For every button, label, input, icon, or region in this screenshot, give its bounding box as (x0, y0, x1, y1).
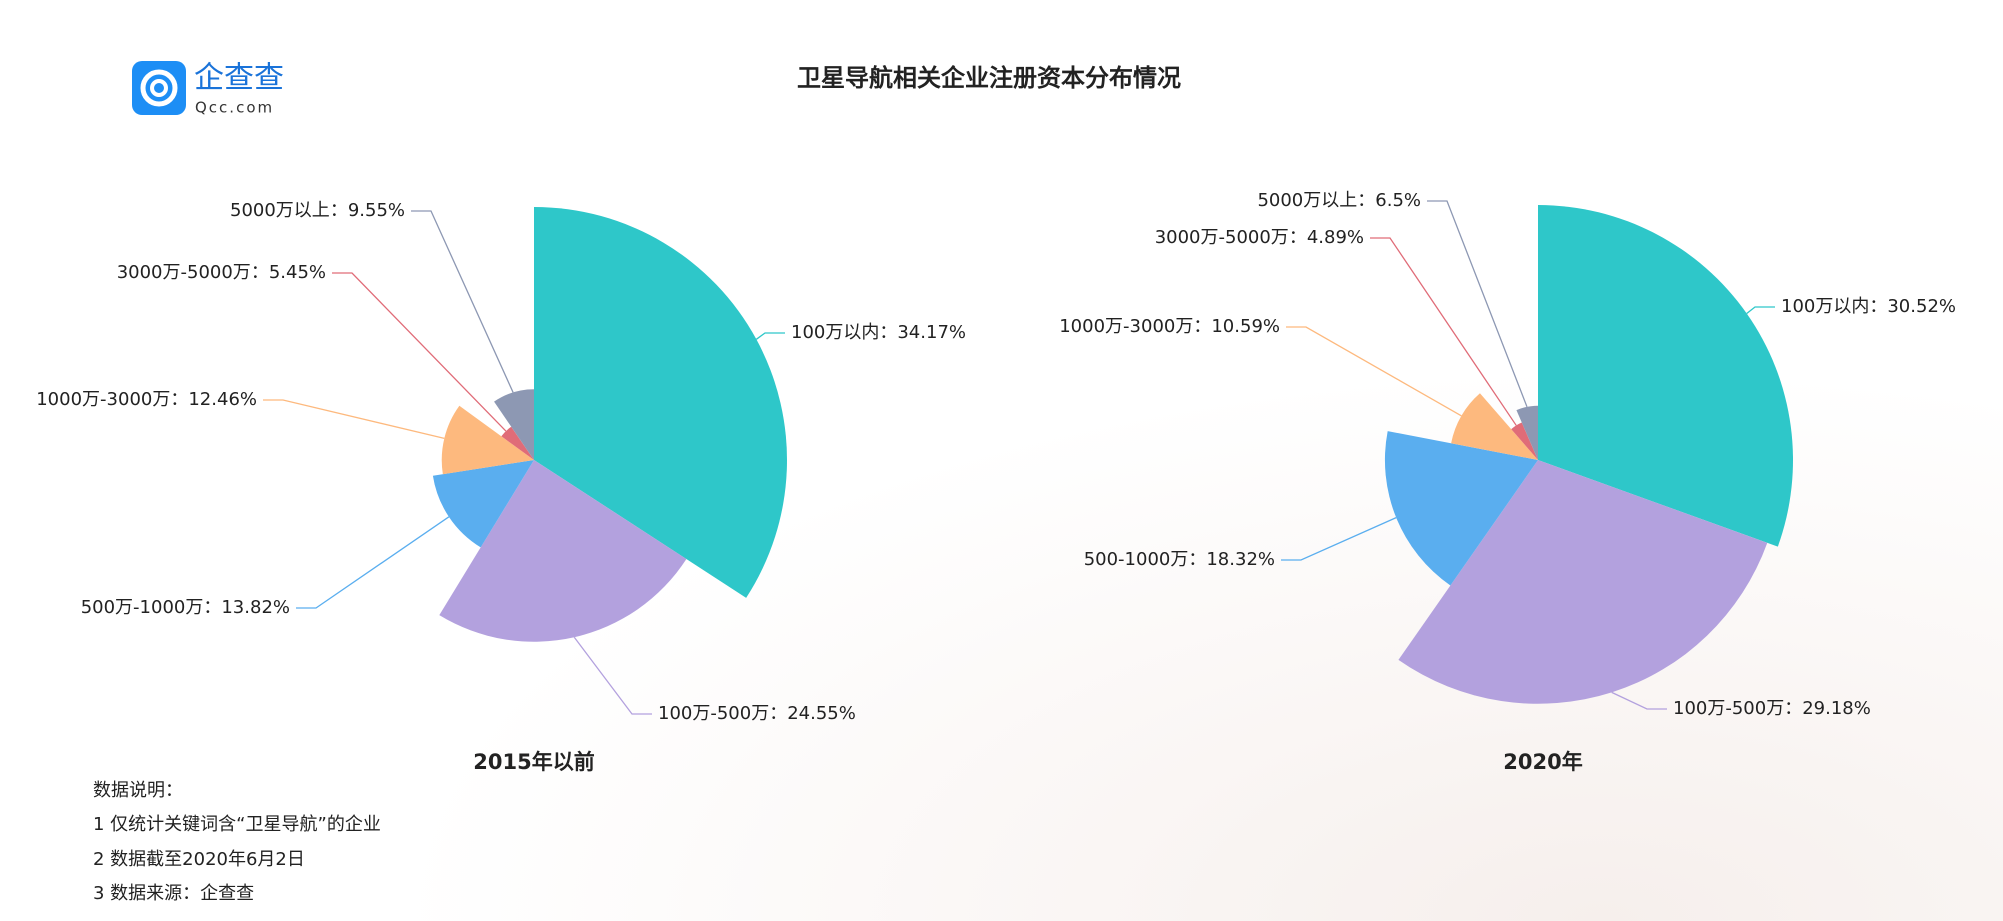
leader-line (755, 332, 785, 340)
label-value: 13.82% (221, 597, 290, 618)
label-category: 100万以内 (791, 322, 879, 343)
data-label: 500万-1000万：13.82% (81, 597, 290, 618)
label-category: 500万-1000万 (81, 597, 204, 618)
label-category: 100万-500万 (658, 703, 769, 724)
logo-name: 企查查 (194, 61, 284, 96)
label-value: 9.55% (348, 200, 405, 221)
note-line: 2 数据截至2020年6月2日 (93, 849, 305, 870)
data-label: 500-1000万：18.32% (1084, 549, 1275, 570)
chart-title: 2020年 (1503, 750, 1582, 774)
label-separator: ： (203, 597, 221, 618)
label-separator: ： (1289, 227, 1307, 248)
logo-icon (132, 61, 186, 115)
label-category: 3000万-5000万 (117, 262, 251, 283)
label-separator: ： (330, 200, 348, 221)
label-category: 100万-500万 (1673, 698, 1784, 719)
label-separator: ： (1869, 296, 1887, 317)
rose-slice (501, 426, 534, 460)
label-category: 100万以内 (1781, 296, 1869, 317)
label-separator: ： (1193, 316, 1211, 337)
leader-line (1370, 237, 1517, 426)
note-line: 3 数据来源：企查查 (93, 883, 254, 904)
label-value: 10.59% (1211, 316, 1280, 337)
label-value: 5.45% (269, 262, 326, 283)
rose-slice (1384, 431, 1538, 586)
label-separator: ： (1357, 190, 1375, 211)
label-value: 34.17% (897, 322, 966, 343)
rose-slice (534, 207, 787, 598)
logo-domain: Qcc.com (195, 99, 274, 117)
label-separator: ： (170, 389, 188, 410)
logo-ring (150, 79, 168, 97)
label-separator: ： (769, 703, 787, 724)
rose-slice (1398, 460, 1768, 704)
label-value: 30.52% (1887, 296, 1956, 317)
label-category: 3000万-5000万 (1155, 227, 1289, 248)
rose-slice (494, 389, 534, 460)
label-value: 6.5% (1375, 190, 1421, 211)
rose-slice (432, 460, 534, 548)
leader-line (1281, 517, 1397, 561)
chart-title: 2015年以前 (473, 750, 594, 774)
data-label: 5000万以上：9.55% (230, 200, 405, 221)
rose-slice (1516, 405, 1538, 460)
label-separator: ： (1784, 698, 1802, 719)
leader-line (332, 272, 507, 432)
rose-slice (1538, 205, 1794, 547)
leader-line (1286, 326, 1462, 417)
label-value: 29.18% (1802, 698, 1871, 719)
notes-heading: 数据说明： (93, 780, 183, 801)
leader-line (411, 210, 514, 393)
leader-line (263, 399, 445, 439)
logo-ring (140, 69, 178, 107)
rose-slice (1511, 422, 1538, 460)
data-label: 100万以内：30.52% (1781, 296, 1956, 317)
label-value: 18.32% (1206, 549, 1275, 570)
label-value: 24.55% (787, 703, 856, 724)
leader-line (296, 516, 450, 609)
data-label: 100万-500万：24.55% (658, 703, 856, 724)
data-label: 3000万-5000万：4.89% (1155, 227, 1364, 248)
leader-line (1746, 306, 1775, 315)
note-line: 1 仅统计关键词含“卫星导航”的企业 (93, 814, 381, 835)
data-label: 1000万-3000万：10.59% (1059, 316, 1280, 337)
logo: 企查查 Qcc.com (132, 61, 284, 117)
data-label: 1000万-3000万：12.46% (36, 389, 257, 410)
label-separator: ： (879, 322, 897, 343)
data-label: 3000万-5000万：5.45% (117, 262, 326, 283)
label-category: 5000万以上 (1257, 190, 1357, 211)
label-category: 5000万以上 (230, 200, 330, 221)
leader-line (573, 636, 652, 715)
label-category: 1000万-3000万 (1059, 316, 1193, 337)
label-value: 12.46% (188, 389, 257, 410)
data-label: 100万以内：34.17% (791, 322, 966, 343)
page-title: 卫星导航相关企业注册资本分布情况 (797, 64, 1181, 92)
rose-slice (441, 405, 534, 475)
leader-line (1427, 200, 1528, 408)
rose-slice (439, 460, 687, 642)
label-separator: ： (1188, 549, 1206, 570)
label-separator: ： (251, 262, 269, 283)
data-label: 5000万以上：6.5% (1257, 190, 1421, 211)
notes: 数据说明： 1 仅统计关键词含“卫星导航”的企业 2 数据截至2020年6月2日… (93, 780, 381, 904)
label-value: 4.89% (1307, 227, 1364, 248)
label-category: 500-1000万 (1084, 549, 1189, 570)
label-category: 1000万-3000万 (36, 389, 170, 410)
data-label: 100万-500万：29.18% (1673, 698, 1871, 719)
rose-slice (1451, 393, 1538, 460)
leader-line (1611, 691, 1667, 710)
